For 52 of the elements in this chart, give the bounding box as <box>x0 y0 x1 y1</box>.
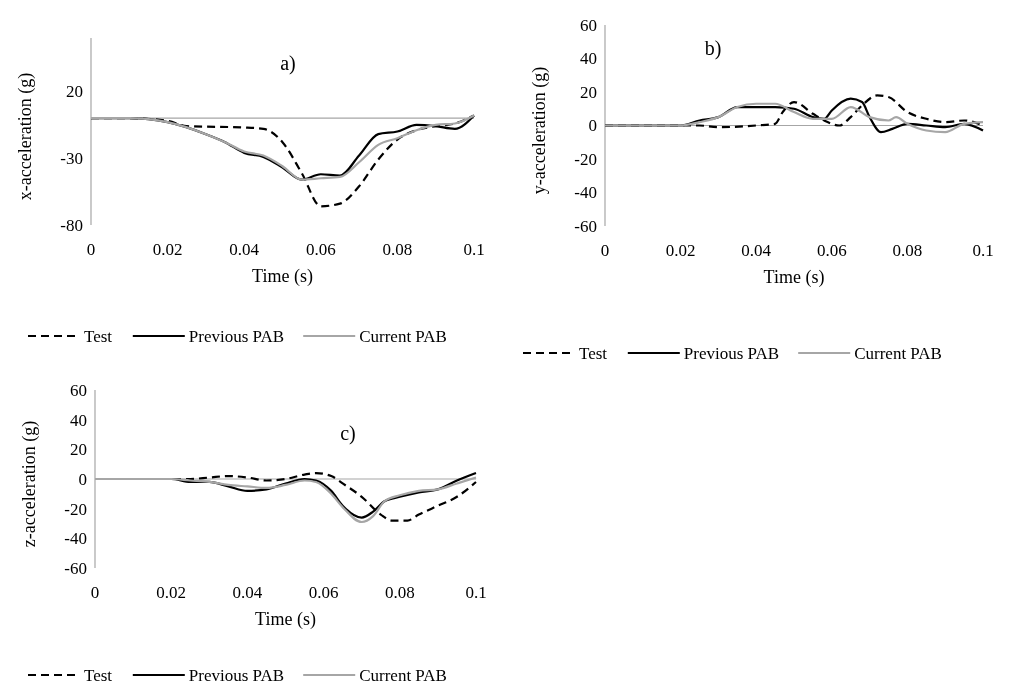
y-tick-label: 60 <box>580 15 597 35</box>
y-tick-label: -60 <box>64 558 87 578</box>
y-tick-label: -40 <box>64 529 87 549</box>
y-tick-label: -60 <box>574 216 597 236</box>
y-tick-label: 20 <box>70 440 87 460</box>
x-tick-label: 0.1 <box>972 241 994 260</box>
x-tick-label: 0.06 <box>816 241 847 260</box>
legend-label: Current PAB <box>359 665 447 683</box>
legend-label: Previous PAB <box>683 343 780 363</box>
y-axis-title: y-acceleration (g) <box>529 66 550 195</box>
y-tick-label: 60 <box>70 380 87 400</box>
y-axis-title: z-acceleration (g) <box>19 420 40 548</box>
legend-label: Current PAB <box>854 343 942 363</box>
x-tick-label: 0.06 <box>305 240 336 259</box>
x-tick-label: 0.08 <box>892 241 923 260</box>
x-tick-label: 0.02 <box>665 241 696 260</box>
y-tick-label: 0 <box>78 469 87 489</box>
x-tick-label: 0.02 <box>156 583 187 602</box>
y-tick-label: 40 <box>70 410 87 430</box>
x-tick-label: 0 <box>90 583 100 602</box>
x-tick-label: 0 <box>600 241 610 260</box>
legend-label: Current PAB <box>359 326 447 346</box>
legend-label: Test <box>579 343 608 363</box>
y-axis-title: x-acceleration (g) <box>15 72 36 201</box>
legend-label: Test <box>84 326 113 346</box>
y-tick-label: 40 <box>580 49 597 69</box>
y-tick-label: 20 <box>580 82 597 102</box>
x-tick-label: 0.02 <box>152 240 183 259</box>
x-tick-label: 0.04 <box>741 241 772 260</box>
legend-label: Previous PAB <box>188 326 285 346</box>
x-tick-label: 0.04 <box>232 583 263 602</box>
legend-label: Previous PAB <box>188 665 285 683</box>
y-tick-label: 0 <box>588 116 597 136</box>
text: b) <box>704 37 722 60</box>
y-tick-label: -30 <box>60 149 83 169</box>
x-tick-label: 0.08 <box>382 240 413 259</box>
x-tick-label: 0.08 <box>384 583 415 602</box>
x-tick-label: 0.06 <box>308 583 339 602</box>
x-tick-label: 0.1 <box>465 583 487 602</box>
x-axis-title: Time (s) <box>763 267 825 288</box>
text: a) <box>280 52 296 75</box>
y-tick-label: -80 <box>60 215 83 235</box>
text: c) <box>340 422 356 445</box>
y-tick-label: -20 <box>64 499 87 519</box>
y-tick-label: -40 <box>574 183 597 203</box>
x-axis-title: Time (s) <box>252 266 313 287</box>
legend-label: Test <box>84 665 113 683</box>
y-tick-label: -20 <box>574 149 597 169</box>
x-tick-label: 0.04 <box>229 240 260 259</box>
x-tick-label: 0.1 <box>463 240 485 259</box>
x-axis-title: Time (s) <box>255 609 316 630</box>
y-tick-label: 20 <box>66 82 83 102</box>
